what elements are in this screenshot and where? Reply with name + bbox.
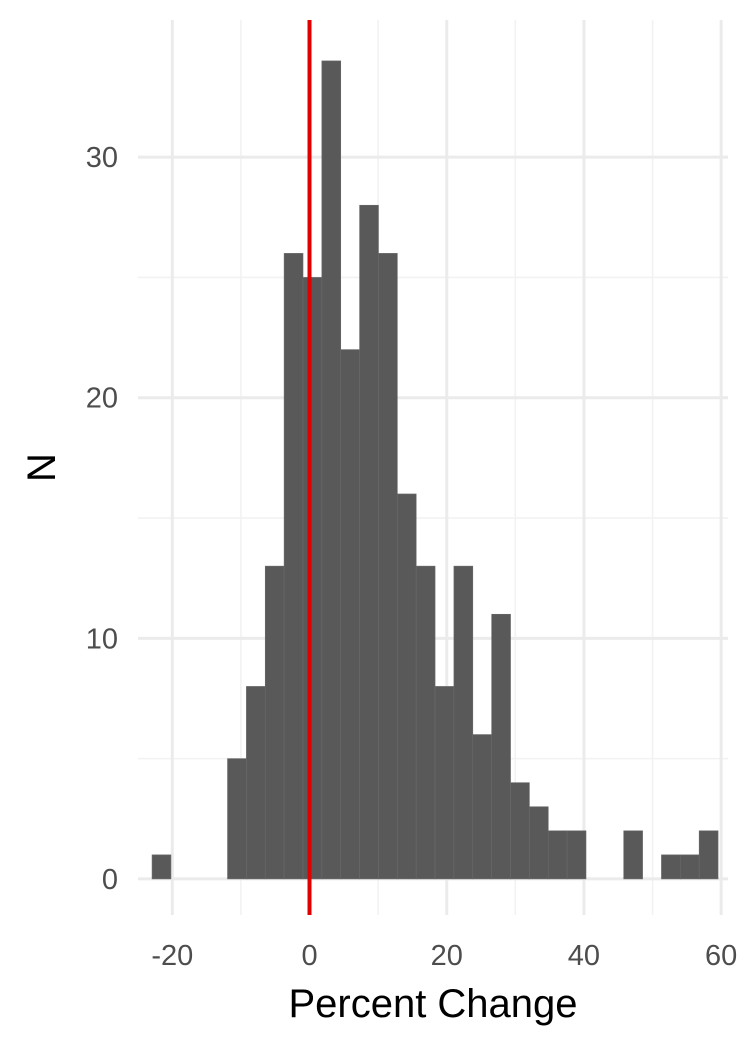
- histogram-bar: [623, 830, 643, 880]
- histogram-bar: [302, 277, 323, 880]
- y-tick-label: 0: [102, 864, 118, 896]
- x-tick-label: 0: [301, 940, 317, 972]
- histogram-bar: [472, 734, 492, 880]
- y-tick-label: 20: [86, 383, 118, 415]
- y-axis-title: N: [20, 453, 64, 482]
- histogram-bar: [359, 204, 379, 880]
- x-tick-label: 20: [431, 940, 463, 972]
- x-tick-label: -20: [151, 940, 193, 972]
- histogram-bar: [378, 253, 398, 880]
- histogram-bar: [453, 565, 474, 880]
- histogram-bar: [246, 686, 266, 880]
- histogram-bar: [529, 806, 549, 880]
- histogram-bars: [151, 60, 719, 880]
- histogram-bar: [566, 830, 587, 880]
- histogram-bar: [661, 854, 681, 880]
- histogram-bar: [698, 830, 719, 880]
- x-axis-tick-labels: -20 0 20 40 60: [151, 940, 737, 972]
- y-axis-tick-labels: 0 10 20 30: [86, 142, 118, 896]
- histogram-bar: [340, 349, 360, 880]
- x-axis-title: Percent Change: [288, 982, 577, 1026]
- histogram-bar: [434, 686, 455, 880]
- histogram-bar: [680, 854, 700, 880]
- histogram-bar: [283, 253, 304, 880]
- y-tick-label: 10: [86, 623, 118, 655]
- x-tick-label: 40: [568, 940, 600, 972]
- histogram-bar: [321, 60, 342, 880]
- histogram-bar: [264, 565, 285, 880]
- histogram-bar: [510, 782, 530, 880]
- histogram-bar: [227, 758, 247, 880]
- histogram-bar: [151, 854, 172, 880]
- histogram-bar: [547, 830, 568, 880]
- y-tick-label: 30: [86, 142, 118, 174]
- histogram-bar: [397, 493, 417, 880]
- histogram-bar: [415, 565, 436, 880]
- histogram-bar: [491, 613, 511, 880]
- x-tick-label: 60: [705, 940, 737, 972]
